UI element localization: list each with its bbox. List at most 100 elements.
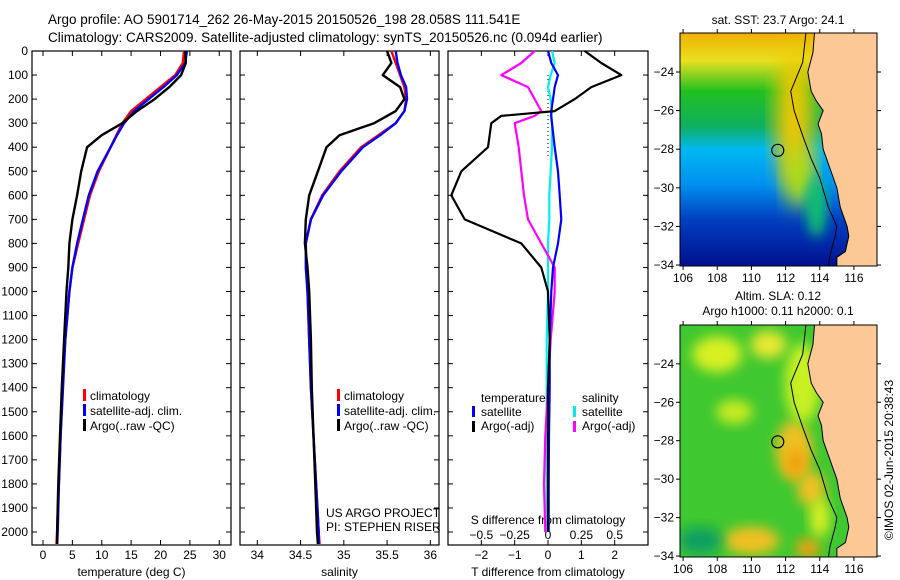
- title-line-2: Climatology: CARS2009. Satellite-adjuste…: [48, 30, 603, 45]
- warm-patch: [785, 148, 814, 209]
- profile-panels: 0100200300400500600700800900100011001200…: [1, 44, 649, 579]
- x-tick-label: 2: [611, 548, 618, 562]
- x-tick-label: −2: [474, 548, 488, 562]
- map-field: [680, 33, 877, 266]
- imos-timestamp: ©IMOS 02-Jun-2015 20:38:43: [882, 380, 896, 541]
- x-tick-label: 1: [578, 548, 585, 562]
- lat-tick-label: −24: [654, 357, 675, 371]
- lon-tick-label: 108: [707, 271, 727, 285]
- y-tick-label: 1600: [1, 429, 28, 443]
- y-tick-label: 800: [8, 236, 28, 250]
- x-tick-label: 35: [337, 548, 351, 562]
- series-line-temperature-satellite: [546, 50, 563, 532]
- y-tick-label: 0: [21, 44, 28, 58]
- y-tick-label: 700: [8, 212, 28, 226]
- series-line-argo-raw-qc-: [303, 50, 406, 545]
- lon-tick-label: 106: [673, 562, 693, 576]
- lat-tick-label: −24: [654, 65, 675, 79]
- series-line-satellite-adj-clim-: [55, 50, 189, 545]
- lat-tick-label: −34: [654, 549, 675, 563]
- legend-swatch-climatology: [83, 389, 86, 401]
- y-tick-label: 1900: [1, 501, 28, 515]
- sla-anomaly: [680, 526, 723, 555]
- legend-label: satellite: [481, 405, 522, 419]
- map-field: [680, 325, 877, 557]
- x-tick-label: −1: [508, 548, 522, 562]
- legend-swatch-argo: [83, 419, 86, 431]
- y-tick-label: 1000: [1, 285, 28, 299]
- x-tick-label: 36: [424, 548, 438, 562]
- legend-label: Argo(..raw -QC): [344, 419, 429, 433]
- series-line-argo-raw-qc-: [55, 50, 188, 544]
- y-tick-label: 1700: [1, 453, 28, 467]
- x-tick-label: 15: [124, 548, 138, 562]
- project-credit: US ARGO PROJECT: [326, 506, 441, 520]
- legend-salinity-panel: climatology satellite-adj. clim. Argo(..…: [326, 389, 441, 534]
- legend-swatch-t-satellite: [472, 406, 475, 417]
- series-line-climatology: [304, 50, 408, 545]
- legend-label: Argo(..raw -QC): [90, 419, 175, 433]
- y-tick-label: 1400: [1, 381, 28, 395]
- panel-temperature: 0100200300400500600700800900100011001200…: [1, 44, 232, 579]
- panel-salinity: 34 34.5 35 35.5 36 salinity: [239, 50, 440, 579]
- sla-anomaly: [795, 538, 820, 557]
- x-tick-label: 5: [69, 548, 76, 562]
- legend-swatch-satellite: [83, 404, 86, 416]
- legend-swatch-s-satellite: [573, 406, 576, 417]
- sla-anomaly: [797, 470, 826, 507]
- lat-tick-label: −32: [654, 219, 675, 233]
- legend-swatch-satellite: [337, 404, 340, 416]
- legend-swatch-climatology: [337, 389, 340, 401]
- x-axis-label: T difference from climatology: [471, 565, 625, 579]
- y-tick-label: 2000: [1, 525, 28, 539]
- legend-label: climatology: [344, 389, 404, 403]
- sst-map-title: sat. SST: 23.7 Argo: 24.1: [712, 13, 845, 27]
- sla-anomaly: [809, 497, 830, 538]
- series-line-temperature-argo-adj-: [450, 50, 623, 532]
- lat-tick-label: −30: [654, 181, 675, 195]
- x-tick-label: 0: [40, 548, 47, 562]
- series-line-salinity-satellite: [545, 50, 556, 532]
- lon-tick-label: 114: [810, 271, 829, 285]
- legend-label: climatology: [90, 389, 150, 403]
- legend-label: satellite-adj. clim.: [344, 404, 436, 418]
- lat-tick-label: −28: [654, 434, 675, 448]
- x-tick-label: 34.5: [289, 548, 313, 562]
- x2-tick-label: 0.25: [570, 528, 594, 542]
- sla-map-title: Altim. SLA: 0.12: [735, 289, 821, 303]
- lat-tick-label: −26: [654, 104, 675, 118]
- pi-credit: PI: STEPHEN RISER: [326, 520, 441, 534]
- argo-float-marker: [771, 143, 785, 157]
- y-tick-label: 300: [8, 116, 28, 130]
- legend-swatch-s-argo: [573, 421, 576, 432]
- y-tick-label: 1300: [1, 357, 28, 371]
- lon-tick-label: 112: [776, 271, 795, 285]
- lon-tick-label: 116: [844, 271, 863, 285]
- x-tick-label: 30: [213, 548, 227, 562]
- maps: sat. SST: 23.7 Argo: 24.1 Altim. SLA: 0.…: [654, 13, 881, 576]
- sla-anomaly: [750, 330, 787, 359]
- sla-map-subtitle: Argo h1000: 0.11 h2000: 0.1: [702, 304, 854, 318]
- isobath-contour: [790, 33, 838, 266]
- sla-anomaly: [716, 399, 753, 424]
- isobath-contour: [790, 325, 838, 557]
- panel-frame: [31, 50, 232, 546]
- x-axis-label: salinity: [321, 565, 358, 579]
- legend-swatch-argo: [337, 419, 340, 431]
- y-tick-label: 200: [8, 92, 28, 106]
- x2-tick-label: 0.5: [606, 528, 623, 542]
- y-tick-label: 1100: [2, 309, 28, 323]
- legend-label: Argo(-adj): [481, 419, 534, 433]
- x2-tick-label: 0: [545, 528, 552, 542]
- y-tick-label: 1800: [1, 477, 28, 491]
- lon-tick-label: 110: [742, 562, 761, 576]
- x-tick-label: 20: [154, 548, 168, 562]
- lat-tick-label: −34: [654, 258, 675, 272]
- land-australia: [807, 325, 877, 557]
- lon-tick-label: 110: [742, 271, 761, 285]
- legend-difference-panel: temperature salinity satellite Argo(-adj…: [472, 391, 635, 433]
- legend-label: satellite-adj. clim.: [90, 404, 182, 418]
- legend-temperature-panel: climatology satellite-adj. clim. Argo(..…: [83, 389, 182, 433]
- lon-tick-label: 106: [673, 271, 693, 285]
